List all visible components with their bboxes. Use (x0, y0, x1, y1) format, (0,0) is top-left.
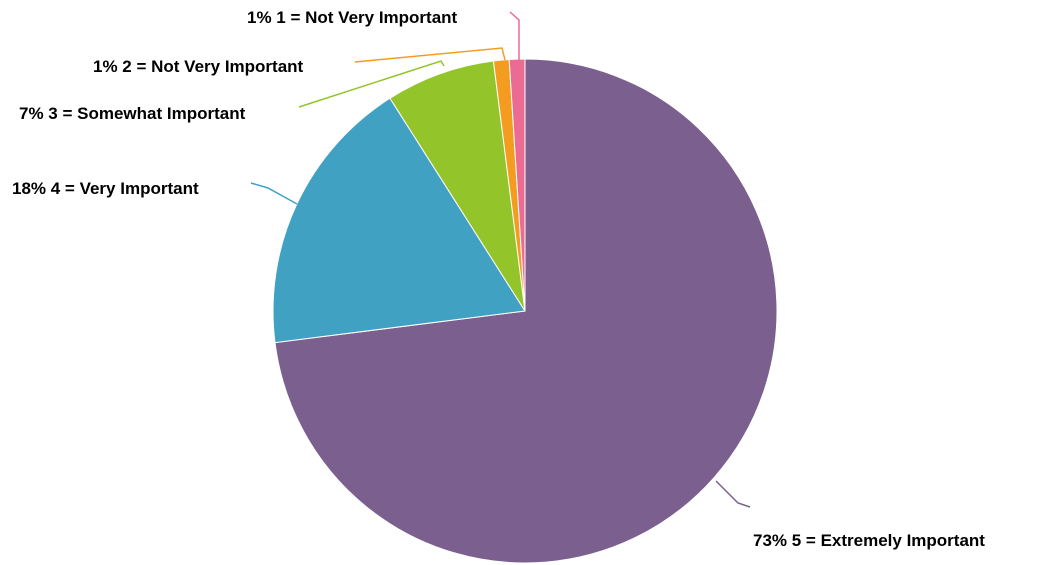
pie-slice (508, 58, 526, 312)
slice-labels: 73% 5 = Extremely Important 18% 4 = Very … (12, 8, 985, 550)
pie-slice (274, 58, 778, 564)
slice-label: 18% 4 = Very Important (12, 179, 199, 198)
slice-label: 73% 5 = Extremely Important (753, 531, 985, 550)
pie-slice (389, 60, 526, 312)
leader-line (715, 480, 751, 508)
leader-line (354, 47, 506, 63)
leader-line (250, 182, 298, 205)
slice-label: 7% 3 = Somewhat Important (19, 104, 246, 123)
leader-line (509, 11, 520, 60)
slice-label: 1% 1 = Not Very Important (247, 8, 458, 27)
pie-slices (272, 58, 778, 564)
slice-label: 1% 2 = Not Very Important (93, 57, 304, 76)
leader-line (298, 60, 445, 108)
leader-lines (250, 11, 751, 508)
